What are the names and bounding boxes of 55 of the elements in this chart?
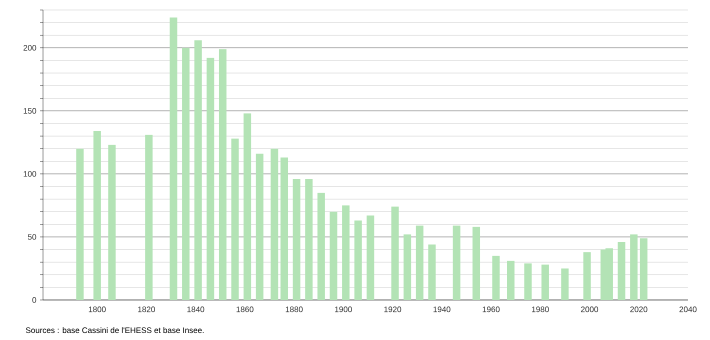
- bar: [170, 18, 178, 300]
- bar: [76, 148, 84, 300]
- bar: [354, 220, 362, 300]
- x-tick-label: 1840: [187, 306, 204, 312]
- x-tick-label: 1820: [138, 306, 155, 312]
- bar: [506, 260, 514, 300]
- bar: [93, 131, 101, 300]
- bar: [541, 264, 549, 300]
- bar: [404, 234, 412, 300]
- bar: [630, 234, 638, 300]
- bar: [317, 192, 325, 300]
- x-tick-label: 1920: [384, 306, 402, 312]
- bar: [583, 252, 591, 300]
- bar: [342, 205, 350, 300]
- y-tick-label: 150: [24, 108, 36, 114]
- y-tick-label: 0: [32, 297, 36, 303]
- bar: [231, 138, 239, 300]
- bar: [366, 216, 374, 300]
- bar: [305, 178, 313, 300]
- bar: [218, 49, 226, 300]
- bar: [618, 242, 626, 300]
- bar: [280, 158, 288, 300]
- x-tick-label: 1940: [434, 306, 450, 312]
- bar: [292, 178, 300, 300]
- bar: [108, 144, 116, 300]
- x-tick-label: 1800: [88, 306, 106, 312]
- bar: [391, 206, 399, 300]
- bar: [330, 212, 338, 300]
- bar: [270, 148, 278, 300]
- bar: [472, 226, 480, 300]
- bar: [640, 238, 648, 300]
- bar: [416, 226, 424, 300]
- x-tick-label: 1880: [286, 306, 303, 312]
- y-tick-label: 50: [28, 234, 36, 240]
- bar: [244, 113, 252, 300]
- x-tick-label: 2000: [581, 306, 598, 312]
- bar: [194, 40, 202, 300]
- x-tick-label: 2040: [680, 306, 697, 312]
- x-tick-label: 1860: [236, 306, 254, 312]
- x-tick-label: 1960: [482, 306, 500, 312]
- y-tick-label: 100: [24, 171, 36, 177]
- x-tick-label: 1900: [335, 306, 352, 312]
- bar: [145, 134, 153, 300]
- y-tick-label: 200: [24, 44, 36, 51]
- x-tick-label: 1980: [532, 306, 549, 312]
- bar: [524, 263, 532, 300]
- bar: [256, 154, 264, 300]
- bar: [452, 226, 460, 300]
- source-note: Sources : base Cassini de l'EHESS et base Insee.: [26, 327, 204, 334]
- bar: [206, 58, 214, 300]
- bar: [561, 268, 569, 300]
- bar: [492, 256, 500, 300]
- bar: [428, 244, 436, 300]
- x-tick-label: 2020: [630, 306, 648, 312]
- bar: [182, 48, 190, 300]
